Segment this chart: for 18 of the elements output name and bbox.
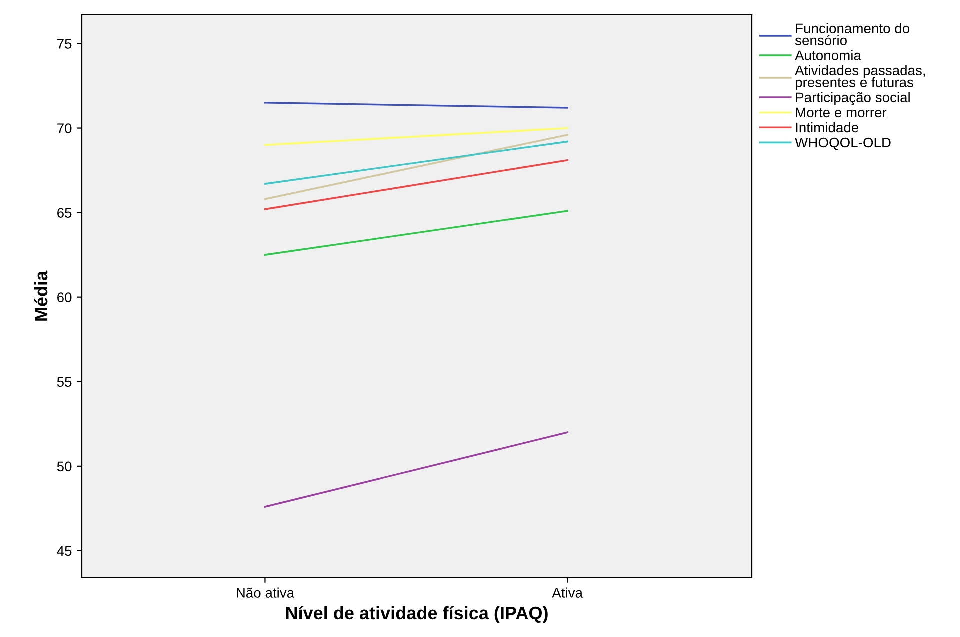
y-tick-label: 60 (58, 292, 72, 303)
legend-label: Atividades passadas, presentes e futuras (795, 65, 926, 90)
y-tick-label: 45 (57, 546, 72, 556)
legend-label: Funcionamento do sensório (795, 23, 910, 46)
y-tick-label: 75 (58, 39, 72, 49)
x-axis-title: Nível de atividade física (IPAQ) (286, 606, 548, 624)
y-axis-title: Média (34, 270, 48, 321)
x-tick-label: Não ativa (237, 588, 295, 598)
y-tick-label: 70 (58, 124, 72, 134)
y-tick-label: 55 (57, 377, 72, 388)
legend-label: Intimidade (796, 122, 859, 133)
x-tick-label: Ativa (552, 588, 584, 598)
y-tick-label: 65 (58, 208, 72, 218)
legend-label: Participação social (796, 92, 910, 106)
y-tick-label: 50 (57, 462, 72, 472)
legend-label: WHOQOL-OLD (795, 138, 891, 150)
legend-label: Morte e morrer (796, 108, 887, 118)
legend-label: Autonomia (795, 50, 862, 61)
